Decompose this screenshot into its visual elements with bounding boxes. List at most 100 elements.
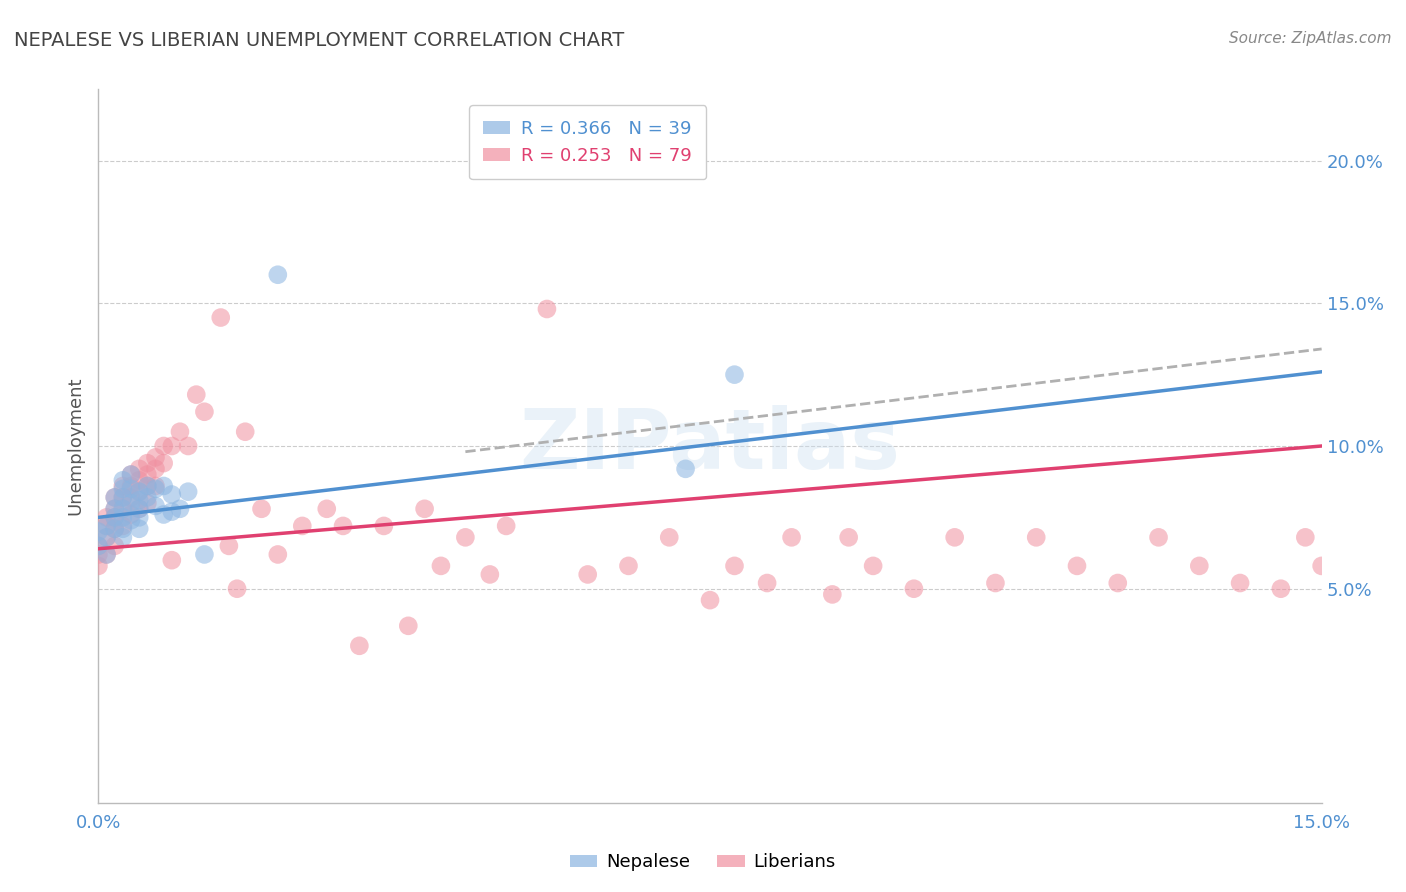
Point	[96, 519, 118, 533]
Point	[160, 487, 183, 501]
Point	[152, 456, 174, 470]
Point	[177, 484, 200, 499]
Point	[226, 582, 249, 596]
Point	[430, 558, 453, 573]
Point	[120, 479, 142, 493]
Point	[177, 439, 200, 453]
Point	[1294, 530, 1316, 544]
Point	[104, 491, 127, 505]
Point	[267, 268, 290, 282]
Point	[128, 501, 150, 516]
Point	[984, 576, 1007, 591]
Point	[111, 510, 134, 524]
Point	[495, 519, 517, 533]
Point	[104, 501, 127, 516]
Point	[136, 479, 159, 493]
Point	[396, 619, 419, 633]
Point	[111, 519, 134, 533]
Point	[250, 501, 273, 516]
Point	[145, 462, 167, 476]
Point	[152, 508, 174, 522]
Point	[120, 467, 142, 482]
Point	[96, 548, 118, 562]
Point	[1270, 582, 1292, 596]
Legend: R = 0.366   N = 39, R = 0.253   N = 79: R = 0.366 N = 39, R = 0.253 N = 79	[470, 105, 706, 179]
Point	[120, 467, 142, 482]
Point	[111, 501, 134, 516]
Point	[723, 368, 745, 382]
Point	[152, 479, 174, 493]
Point	[1107, 576, 1129, 591]
Point	[111, 530, 134, 544]
Point	[120, 491, 142, 505]
Point	[87, 539, 110, 553]
Point	[104, 510, 127, 524]
Point	[862, 558, 884, 573]
Point	[111, 479, 134, 493]
Point	[1066, 558, 1088, 573]
Point	[128, 484, 150, 499]
Point	[104, 501, 127, 516]
Point	[267, 548, 290, 562]
Point	[111, 473, 134, 487]
Point	[111, 491, 134, 505]
Point	[169, 425, 191, 439]
Point	[1025, 530, 1047, 544]
Point	[96, 510, 118, 524]
Point	[120, 496, 142, 510]
Point	[136, 491, 159, 505]
Legend: Nepalese, Liberians: Nepalese, Liberians	[562, 847, 844, 879]
Point	[87, 539, 110, 553]
Point	[87, 524, 110, 539]
Y-axis label: Unemployment: Unemployment	[66, 376, 84, 516]
Point	[96, 530, 118, 544]
Point	[152, 439, 174, 453]
Point	[1147, 530, 1170, 544]
Point	[315, 501, 337, 516]
Point	[291, 519, 314, 533]
Point	[478, 567, 501, 582]
Point	[1188, 558, 1211, 573]
Point	[96, 530, 118, 544]
Point	[233, 425, 256, 439]
Point	[780, 530, 803, 544]
Point	[136, 479, 159, 493]
Point	[128, 473, 150, 487]
Point	[349, 639, 371, 653]
Point	[454, 530, 477, 544]
Point	[160, 439, 183, 453]
Point	[218, 539, 240, 553]
Point	[111, 491, 134, 505]
Point	[943, 530, 966, 544]
Point	[838, 530, 860, 544]
Point	[104, 522, 127, 536]
Point	[160, 505, 183, 519]
Point	[756, 576, 779, 591]
Point	[576, 567, 599, 582]
Point	[104, 491, 127, 505]
Point	[120, 508, 142, 522]
Point	[104, 522, 127, 536]
Point	[617, 558, 640, 573]
Point	[87, 558, 110, 573]
Point	[1229, 576, 1251, 591]
Point	[96, 548, 118, 562]
Text: Source: ZipAtlas.com: Source: ZipAtlas.com	[1229, 31, 1392, 46]
Point	[193, 405, 215, 419]
Point	[136, 496, 159, 510]
Point	[186, 387, 208, 401]
Point	[120, 513, 142, 527]
Point	[821, 587, 844, 601]
Point	[413, 501, 436, 516]
Point	[373, 519, 395, 533]
Point	[536, 301, 558, 316]
Point	[87, 548, 110, 562]
Point	[169, 501, 191, 516]
Text: NEPALESE VS LIBERIAN UNEMPLOYMENT CORRELATION CHART: NEPALESE VS LIBERIAN UNEMPLOYMENT CORREL…	[14, 31, 624, 50]
Point	[128, 462, 150, 476]
Point	[160, 553, 183, 567]
Point	[128, 493, 150, 508]
Point	[111, 522, 134, 536]
Point	[104, 510, 127, 524]
Point	[128, 484, 150, 499]
